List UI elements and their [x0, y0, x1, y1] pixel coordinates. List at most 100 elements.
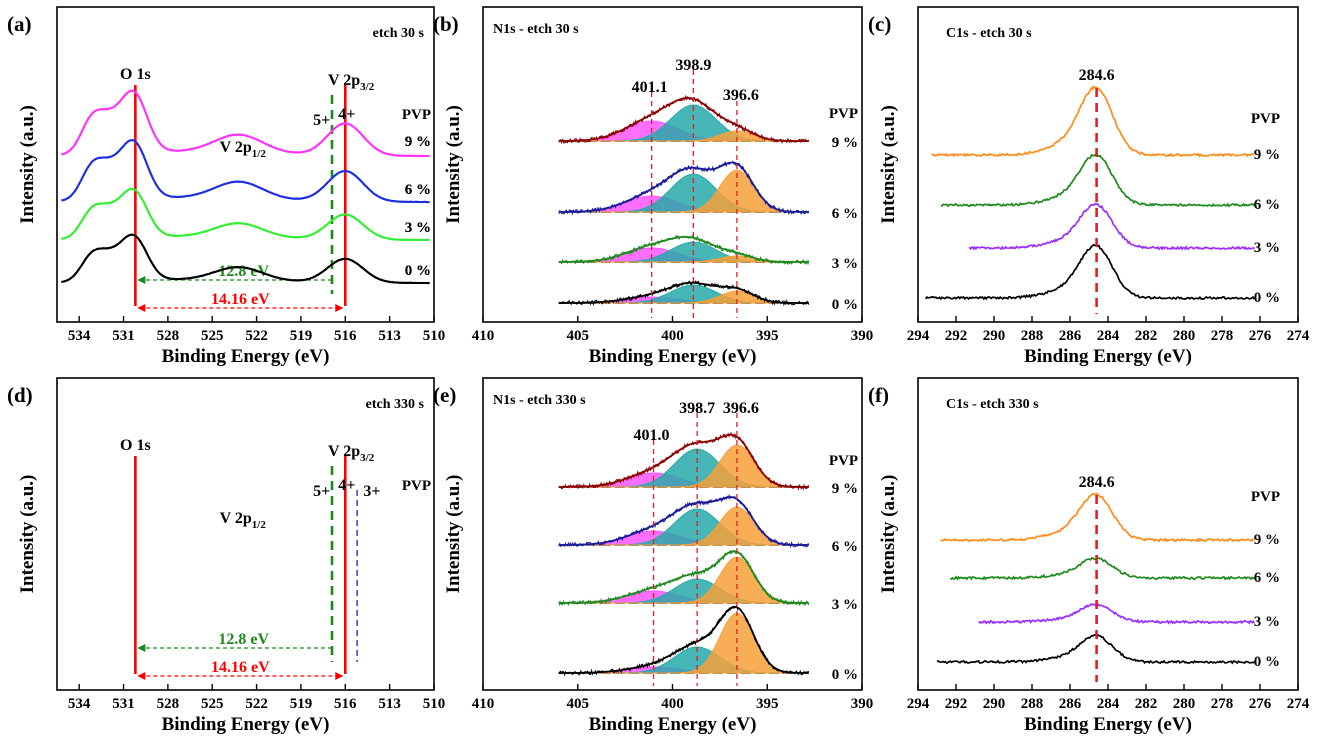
- panel-a-tick-label-516: 516: [334, 328, 357, 344]
- panel-a-pvp-9: 9 %: [405, 134, 431, 150]
- panel-f-tick-label-286: 286: [1059, 696, 1082, 712]
- panel-e-y-axis-label: Intensity (a.u.): [443, 475, 464, 594]
- panel-a-arrowhead-14-16-r: [335, 304, 344, 312]
- panel-d-pvp-0: 0 %: [405, 263, 431, 279]
- panel-d-pvp-3: 3 %: [405, 220, 431, 236]
- panel-d-tick-label-513: 513: [378, 696, 401, 712]
- panel-f-series-3: [978, 601, 1255, 625]
- panel-b-fit-9: [558, 97, 809, 142]
- panel-e-fit-3: [558, 550, 809, 604]
- panel-d-pvp-6: 6 %: [405, 182, 431, 198]
- panel-e-fit-9: [558, 433, 809, 488]
- panel-f-peak-label: 284.6: [1079, 474, 1115, 491]
- panel-a-ann-5plus: 5+: [313, 112, 330, 129]
- panel-c-x-axis-label: Binding Energy (eV): [1024, 346, 1192, 367]
- panel-c-tick-label-288: 288: [1021, 328, 1044, 344]
- panel-c-y-axis-label: Intensity (a.u.): [878, 105, 899, 224]
- panel-b-frame: [482, 6, 863, 323]
- panel-e-tick-label-405: 405: [567, 696, 590, 712]
- panel-f-pvp-0: 0 %: [1254, 654, 1280, 670]
- panel-b-peak-label-0: 401.1: [632, 79, 668, 96]
- panel-d-tick-label-519: 519: [290, 696, 313, 712]
- panel-d-ann-12-8: 12.8 eV: [218, 631, 269, 648]
- panel-a-x-axis-label: Binding Energy (eV): [162, 346, 330, 367]
- panel-f-panel-label: (f): [868, 383, 889, 407]
- panel-f-tick-label-282: 282: [1135, 696, 1158, 712]
- panel-d-series-3: [61, 187, 430, 242]
- panel-d-ann-3plus: 3+: [363, 483, 380, 500]
- panel-b-panel-label: (b): [433, 12, 459, 36]
- panel-f-tick-label-292: 292: [945, 696, 968, 712]
- panel-b-tick-label-395: 395: [756, 328, 779, 344]
- panel-a-pvp-6: 6 %: [405, 182, 431, 198]
- panel-d-title: etch 330 s: [366, 397, 425, 412]
- panel-d-tick-label-525: 525: [201, 696, 224, 712]
- panel-b-pvp-title: PVP: [829, 106, 858, 122]
- panel-a-tick-label-513: 513: [378, 328, 401, 344]
- panel-b-tick-label-410: 410: [472, 328, 495, 344]
- panel-a-tick-label-528: 528: [157, 328, 180, 344]
- panel-f-pvp-9: 9 %: [1254, 532, 1280, 548]
- panel-c-tick-label-282: 282: [1135, 328, 1158, 344]
- panel-c-panel-label: (c): [868, 12, 891, 36]
- panel-a-arrowhead-12-8: [137, 276, 146, 284]
- panel-a-title: etch 30 s: [373, 26, 425, 41]
- panel-b-peak-label-2: 396.6: [723, 87, 759, 104]
- panel-b-tick-label-405: 405: [567, 328, 590, 344]
- panel-a-ann-14-16: 14.16 eV: [211, 291, 270, 308]
- panel-b-title: N1s - etch 30 s: [493, 22, 579, 37]
- panel-d-ann-o1s: O 1s: [120, 437, 151, 454]
- panel-f-pvp-3: 3 %: [1254, 614, 1280, 630]
- panel-f-series-6: [949, 557, 1255, 581]
- panel-e-panel-label: (e): [433, 383, 456, 407]
- panel-e-peak-label-0: 401.0: [634, 427, 670, 444]
- panel-f-pvp-title: PVP: [1251, 489, 1280, 505]
- panel-b-comp-398-9: [558, 104, 809, 142]
- panel-a-frame: [56, 6, 435, 323]
- panel-b-peak-label-1: 398.9: [675, 57, 711, 74]
- panel-f-tick-label-294: 294: [907, 696, 930, 712]
- panel-f-tick-label-288: 288: [1021, 696, 1044, 712]
- panel-d-ann-4plus: 4+: [338, 477, 355, 494]
- panel-e-peak-label-2: 396.6: [723, 400, 759, 417]
- panel-d-tick-label-510: 510: [423, 696, 446, 712]
- panel-c-pvp-0: 0 %: [1254, 290, 1280, 306]
- panel-c-pvp-9: 9 %: [1254, 147, 1280, 163]
- panel-d-ann-v2p32: V 2p3/2: [328, 443, 375, 464]
- panel-c-tick-label-292: 292: [945, 328, 968, 344]
- panel-e-fit-6: [558, 496, 809, 546]
- panel-b-y-axis-label: Intensity (a.u.): [443, 105, 464, 224]
- panel-c-peak-label: 284.6: [1079, 67, 1115, 84]
- panel-f-title: C1s - etch 330 s: [946, 397, 1039, 412]
- panel-d-tick-label-528: 528: [157, 696, 180, 712]
- panel-b-pvp-9: 9 %: [832, 135, 858, 151]
- panel-a-ann-o1s: O 1s: [120, 66, 151, 83]
- panel-e-pvp-3: 3 %: [832, 597, 858, 613]
- panel-c-tick-label-274: 274: [1287, 328, 1310, 344]
- panel-b-pvp-0: 0 %: [832, 297, 858, 313]
- panel-c-tick-label-278: 278: [1211, 328, 1234, 344]
- panel-a-ann-v2p12: V 2p1/2: [220, 139, 267, 160]
- panel-f-x-axis-label: Binding Energy (eV): [1024, 714, 1192, 735]
- panel-a-tick-label-519: 519: [290, 328, 313, 344]
- panel-c-tick-label-284: 284: [1097, 328, 1120, 344]
- panel-c-tick-label-286: 286: [1059, 328, 1082, 344]
- panel-d-series-0: [61, 233, 430, 285]
- panel-d-x-axis-label: Binding Energy (eV): [162, 714, 330, 735]
- panel-d-ann-5plus: 5+: [313, 483, 330, 500]
- panel-c-pvp-title: PVP: [1251, 111, 1280, 127]
- panel-b-fit-0: [558, 281, 809, 304]
- panel-d-ann-v2p12: V 2p1/2: [220, 510, 267, 531]
- panel-c-series-9: [931, 85, 1255, 158]
- panel-d-series-9: [61, 89, 430, 158]
- panel-f-y-axis-label: Intensity (a.u.): [878, 475, 899, 594]
- panel-d-series-6: [61, 139, 430, 204]
- panel-f-tick-label-274: 274: [1287, 696, 1310, 712]
- panel-e-peak-label-1: 398.7: [679, 400, 715, 417]
- panel-b-tick-label-390: 390: [851, 328, 874, 344]
- panel-c-frame: [917, 6, 1299, 323]
- panel-c-pvp-6: 6 %: [1254, 197, 1280, 213]
- panel-b-x-axis-label: Binding Energy (eV): [589, 346, 757, 367]
- panel-f-pvp-6: 6 %: [1254, 570, 1280, 586]
